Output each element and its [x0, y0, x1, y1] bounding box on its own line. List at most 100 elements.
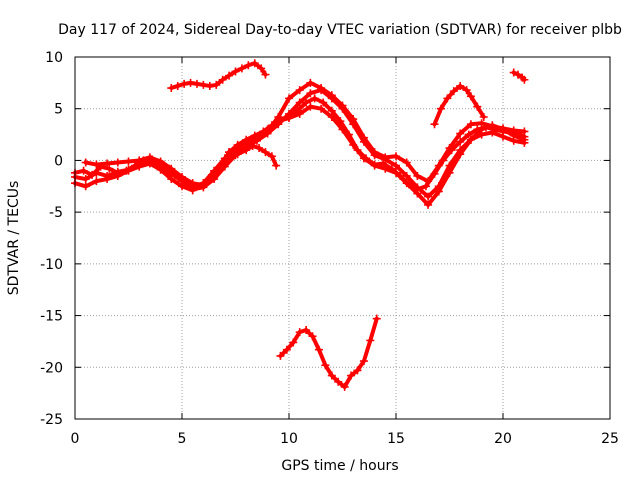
data-point-trail [432, 106, 443, 127]
series-track-d [71, 102, 529, 209]
data-point-trail [468, 127, 484, 142]
data-point-trail [340, 106, 356, 127]
y-tick-label: 0 [54, 153, 63, 169]
ticks-layer: 0 5 10 15 20 25 -25 -20 -15 -10 -5 0 5 10 [40, 50, 619, 447]
data-point-trail [351, 142, 366, 161]
data-point-trail [158, 159, 174, 171]
data-point-trail [147, 161, 163, 172]
data-point-trail [201, 168, 217, 186]
y-tick-label: -20 [40, 360, 63, 376]
data-point-trail [316, 347, 328, 368]
y-tick-label: -10 [40, 257, 63, 273]
series-track-a [71, 94, 529, 194]
series-late-peak [430, 81, 488, 129]
data-point-trail [468, 94, 480, 109]
data-point-trail [287, 100, 302, 116]
x-tick-label: 0 [71, 431, 80, 447]
data-point-trail [169, 166, 184, 179]
data-point-trail [297, 80, 313, 93]
x-tick-label: 25 [601, 431, 619, 447]
x-tick-label: 15 [387, 431, 405, 447]
y-tick-label: -25 [40, 412, 63, 428]
data-point-trail [265, 119, 281, 132]
data-point [520, 135, 529, 144]
series-upper-arc [167, 59, 270, 93]
x-tick-label: 20 [494, 431, 512, 447]
y-tick-label: -5 [49, 205, 63, 221]
data-point-trail [158, 167, 174, 182]
data-point-trail [436, 146, 452, 168]
data-point-trail [458, 137, 473, 157]
data-point-trail [351, 117, 366, 140]
data-point-trail [169, 171, 184, 184]
data-point-trail [310, 334, 321, 352]
y-tick-label: 5 [54, 102, 63, 118]
data-point-trail [438, 96, 450, 111]
data-point-trail [394, 154, 409, 165]
data-point-trail [404, 160, 420, 178]
data-point-trail [368, 316, 379, 343]
data-point-trail [383, 157, 398, 168]
data-point-trail [297, 104, 313, 116]
data-point-trail [426, 184, 441, 199]
x-axis-label: GPS time / hours [281, 458, 398, 474]
data-point-trail [233, 141, 249, 153]
data-point-trail [291, 330, 302, 345]
data-point-trail [342, 373, 354, 389]
series-deep-trough [276, 314, 381, 391]
data-point-trail [180, 174, 195, 186]
data-point-trail [297, 91, 313, 105]
data-point-trail [447, 131, 463, 151]
data-point-trail [361, 338, 373, 364]
data-point-trail [351, 122, 366, 144]
y-axis-label: SDTVAR / TECUs [6, 181, 22, 296]
data-point-trail [415, 191, 431, 207]
data-point [479, 112, 488, 121]
data-point-trail [323, 363, 334, 378]
y-tick-label: 10 [45, 50, 63, 66]
data-point-trail [501, 127, 516, 138]
data-point-trail [361, 156, 377, 168]
data-point-trail [83, 170, 99, 182]
data-point-trail [394, 163, 409, 178]
data-point-trail [190, 181, 206, 193]
data-point-trail [212, 164, 227, 182]
data-point-trail [169, 177, 184, 189]
data-point-trail [338, 119, 351, 137]
series-late-spot [509, 68, 529, 84]
data-point-trail [329, 93, 345, 108]
data-point-trail [426, 189, 441, 207]
x-tick-label: 10 [280, 431, 298, 447]
series-mid-dip [225, 141, 281, 170]
data-point-trail [329, 114, 345, 132]
data-point [272, 161, 281, 170]
data-point-trail [329, 96, 345, 111]
data-point [520, 75, 529, 84]
data-point-trail [158, 163, 174, 176]
data-point [520, 127, 529, 136]
data-point-trail [436, 163, 452, 189]
data-point-trail [404, 173, 420, 190]
data-point-trail [404, 181, 420, 196]
data-point-trail [394, 170, 409, 186]
x-tick-label: 5 [178, 431, 187, 447]
data-point-trail [340, 127, 356, 147]
data-point-trail [212, 161, 227, 178]
data-point-trail [222, 153, 238, 169]
data-point [372, 314, 381, 323]
data-point-trail [447, 152, 463, 175]
y-tick-label: -15 [40, 309, 63, 325]
data-point-trail [212, 156, 227, 173]
data-point-trail [287, 88, 302, 101]
data-point-trail [319, 86, 334, 98]
data-point-trail [447, 148, 463, 168]
chart-title: Day 117 of 2024, Sidereal Day-to-day VTE… [58, 22, 622, 38]
data-point-trail [361, 135, 377, 155]
data-point-trail [244, 135, 259, 146]
data-point-trail [415, 185, 431, 199]
data-point-trail [276, 96, 291, 119]
points-layer [71, 59, 529, 391]
data-point-trail [254, 127, 270, 140]
data-point [261, 70, 270, 79]
